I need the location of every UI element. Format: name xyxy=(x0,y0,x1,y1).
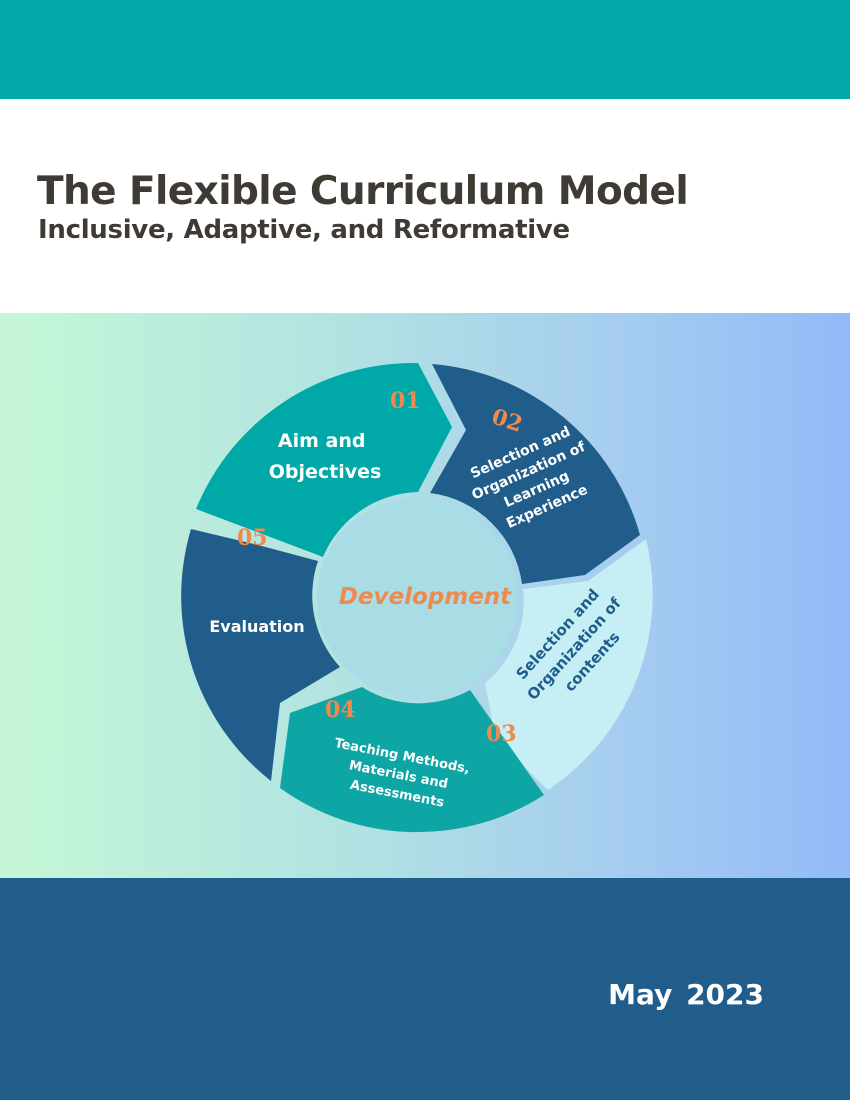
segment-01-label: Aim and Objectives xyxy=(269,430,382,483)
segment-01-shape xyxy=(196,362,452,557)
segment-03-shape xyxy=(485,539,653,790)
page-subtitle: Inclusive, Adaptive, and Reformative xyxy=(38,215,570,245)
segment-04-shape xyxy=(280,687,544,833)
center-label: Development xyxy=(339,584,512,610)
page-title: The Flexible Curriculum Model xyxy=(37,169,689,214)
diagram-band: Development 01 02 03 04 05 Aim and Objec… xyxy=(0,313,850,878)
center-circle xyxy=(317,498,517,698)
segment-05-shape xyxy=(181,529,340,781)
segment-05-number: 05 xyxy=(237,525,268,551)
segment-01-number: 01 xyxy=(390,388,421,414)
publication-date: May 2023 xyxy=(608,978,764,1011)
segment-05-label: Evaluation xyxy=(209,617,304,636)
title-area: The Flexible Curriculum Model Inclusive,… xyxy=(0,99,850,313)
cycle-diagram: Development 01 02 03 04 05 Aim and Objec… xyxy=(181,362,653,833)
segment-04-number: 04 xyxy=(325,697,356,723)
segment-03-number: 03 xyxy=(486,721,517,747)
bottom-color-band: May 2023 xyxy=(0,878,850,1100)
segment-02-shape xyxy=(430,364,640,584)
top-color-band xyxy=(0,0,850,99)
